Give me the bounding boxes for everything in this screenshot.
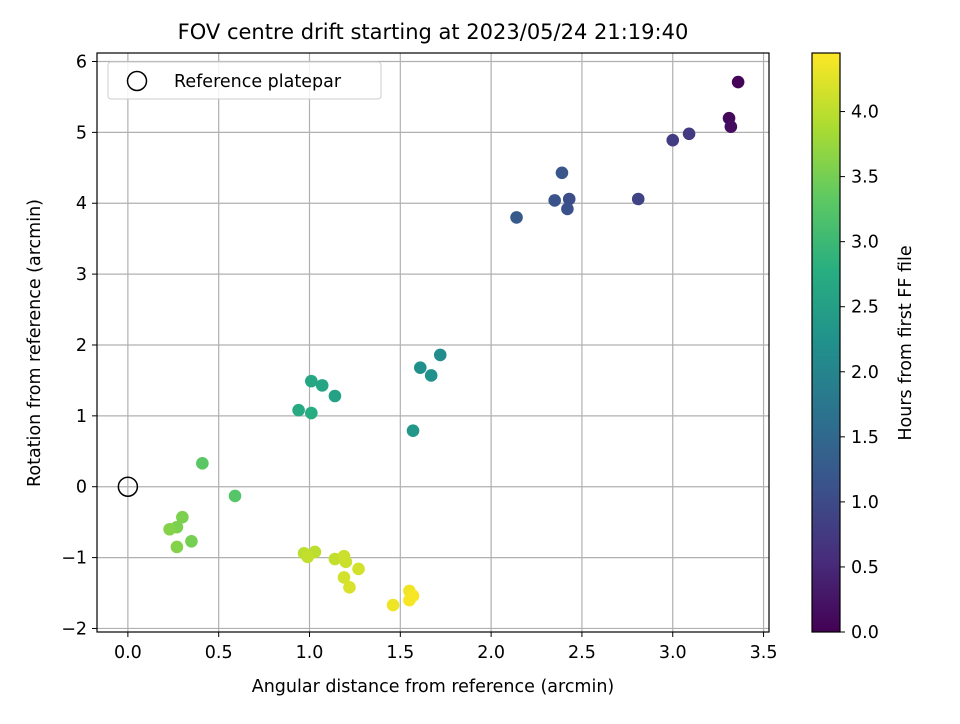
- y-axis-label: Rotation from reference (arcmin): [25, 199, 45, 487]
- scatter-point: [724, 120, 738, 134]
- x-tick-label: 1.0: [296, 643, 324, 663]
- y-tick-label: 3: [76, 265, 87, 285]
- y-axis-ticks: −2 −1 0 1 2 3 4 5 6: [61, 53, 97, 639]
- y-tick-label: −2: [61, 619, 87, 639]
- legend-box: [107, 61, 382, 100]
- x-axis-label: Angular distance from reference (arcmin): [252, 677, 615, 697]
- scatter-point: [337, 571, 351, 584]
- x-tick-label: 3.5: [750, 643, 778, 663]
- y-tick-label: 4: [76, 194, 87, 214]
- scatter-point: [339, 555, 353, 569]
- scatter-point: [352, 562, 365, 576]
- colorbar-tick-label: 3.5: [851, 168, 879, 188]
- y-tick-label: 6: [76, 53, 87, 73]
- scatter-point: [301, 550, 314, 564]
- scatter-point: [631, 192, 645, 206]
- scatter-point: [170, 540, 184, 554]
- scatter-point: [555, 166, 569, 180]
- scatter-point: [562, 192, 576, 206]
- x-tick-label: 0.5: [205, 643, 233, 663]
- legend-label-reference-platepar: Reference platepar: [174, 72, 342, 92]
- colorbar-ticks: 0.0 0.5 1.0 1.5 2.0 2.5 3.0 3.5 4.0: [840, 103, 879, 643]
- reference-platepar-marker: [117, 476, 139, 497]
- x-tick-label: 0.0: [114, 643, 142, 663]
- colorbar-tick-label: 1.5: [851, 428, 879, 448]
- colorbar-tick-label: 4.0: [851, 103, 879, 123]
- y-tick-label: 0: [76, 478, 87, 498]
- scatter-point: [315, 379, 329, 392]
- x-tick-label: 2.0: [477, 643, 505, 663]
- scatter-point: [403, 593, 416, 607]
- scatter-point: [424, 369, 438, 382]
- plot-frame: [96, 52, 770, 633]
- scatter-point: [185, 534, 198, 548]
- x-tick-label: 2.5: [568, 643, 596, 663]
- colorbar-tick-label: 2.5: [851, 298, 879, 318]
- scatter-point: [433, 348, 447, 362]
- colorbar-frame: [811, 52, 841, 633]
- x-tick-label: 3.0: [659, 643, 687, 663]
- scatter-point: [305, 374, 318, 388]
- scatter-point: [228, 489, 242, 503]
- scatter-point: [682, 127, 696, 141]
- y-tick-label: 2: [76, 336, 87, 356]
- grid-layer: [97, 53, 769, 632]
- scatter-point: [561, 202, 574, 216]
- colorbar-label: Hours from first FF file: [896, 245, 916, 440]
- colorbar-tick-label: 0.5: [851, 558, 879, 578]
- legend-marker-reference-platepar: [126, 70, 148, 92]
- colorbar-gradient: [812, 53, 840, 632]
- scatter-point: [548, 194, 561, 207]
- scatter-point: [666, 133, 680, 147]
- x-axis-ticks: 0.0 0.5 1.0 1.5 2.0 2.5 3.0 3.5: [114, 632, 778, 663]
- scatter-point: [413, 361, 427, 374]
- y-tick-label: −1: [61, 549, 87, 569]
- scatter-point: [196, 457, 209, 470]
- scatter-point: [292, 403, 305, 417]
- scatter-point: [176, 510, 189, 524]
- colorbar-tick-label: 1.0: [851, 493, 879, 513]
- y-tick-label: 1: [76, 407, 87, 427]
- colorbar-tick-label: 2.0: [851, 363, 879, 383]
- scatter-point: [731, 75, 745, 89]
- colorbar: 0.0 0.5 1.0 1.5 2.0 2.5 3.0 3.5 4.0 Hours from f…: [811, 52, 916, 643]
- scatter-point: [510, 211, 523, 224]
- colorbar-tick-label: 3.0: [851, 233, 879, 253]
- points-layer: [117, 75, 745, 612]
- colorbar-tick-label: 0.0: [851, 623, 879, 643]
- scatter-point: [163, 522, 176, 536]
- scatter-point: [406, 424, 420, 438]
- scatter-point: [305, 406, 318, 420]
- scatter-point: [343, 581, 356, 594]
- x-tick-label: 1.5: [386, 643, 414, 663]
- scatter-point: [328, 389, 342, 403]
- scatter-point: [386, 598, 400, 612]
- legend: Reference platepar: [107, 61, 382, 100]
- chart-title: FOV centre drift starting at 2023/05/24 …: [178, 20, 689, 44]
- y-tick-label: 5: [76, 123, 87, 143]
